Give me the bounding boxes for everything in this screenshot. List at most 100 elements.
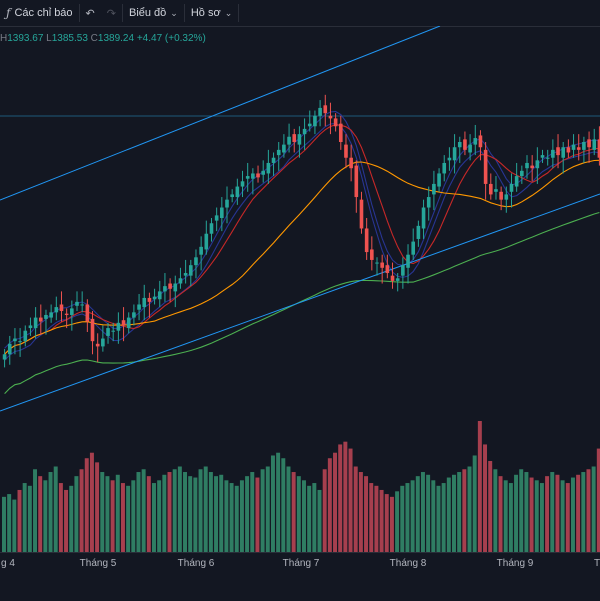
chart-menu-button[interactable]: Biểu đồ ⌄ xyxy=(123,0,184,26)
top-toolbar: ƒ Các chỉ báo ↶ ↷ Biểu đồ ⌄ Hồ sơ ⌄ xyxy=(0,0,600,27)
volume-bar xyxy=(405,483,410,552)
volume-bar xyxy=(131,480,136,552)
candle-body xyxy=(333,118,338,127)
volume-bar xyxy=(53,466,58,552)
candle-body xyxy=(416,225,421,239)
toolbar-divider xyxy=(121,4,123,22)
volume-bar xyxy=(514,474,519,552)
candle-body xyxy=(70,308,74,315)
volume-bar xyxy=(503,480,508,552)
profile-menu-button[interactable]: Hồ sơ ⌄ xyxy=(185,0,238,26)
candle-body xyxy=(297,134,302,145)
volume-bar xyxy=(477,421,482,552)
band-line xyxy=(4,122,600,361)
candle-body xyxy=(535,160,540,169)
volume-bar xyxy=(348,448,353,552)
candle-body xyxy=(23,330,28,342)
volume-bar xyxy=(255,477,260,552)
volume-bar xyxy=(69,485,74,552)
volume-bar xyxy=(33,469,38,552)
candle-body xyxy=(7,343,12,355)
volume-bar xyxy=(84,458,89,552)
candle-body xyxy=(561,147,566,158)
price-chart[interactable] xyxy=(0,26,600,552)
candle-body xyxy=(111,330,116,332)
volume-bar xyxy=(420,472,425,552)
volume-bar xyxy=(48,472,53,552)
candle-body xyxy=(478,135,483,148)
volume-bar xyxy=(581,472,586,552)
candle-body xyxy=(509,183,514,192)
candle-body xyxy=(370,249,374,260)
candle-body xyxy=(245,176,250,179)
candle-body xyxy=(220,207,224,218)
volume-bar xyxy=(322,469,327,552)
volume-bar xyxy=(12,499,17,552)
volume-bar xyxy=(2,496,6,552)
candle-body xyxy=(214,215,219,221)
x-tick-label: T xyxy=(593,558,600,569)
volume-bar xyxy=(146,476,151,552)
volume-bar xyxy=(105,476,110,552)
candle-body xyxy=(13,338,17,342)
volume-bar xyxy=(126,485,131,552)
volume-bar xyxy=(389,496,394,552)
candle-body xyxy=(132,312,136,318)
volume-bar xyxy=(22,483,27,552)
candle-body xyxy=(178,278,183,284)
candle-body xyxy=(121,320,126,326)
volume-bar xyxy=(224,480,229,552)
volume-bar xyxy=(400,485,405,552)
candle-body xyxy=(364,228,369,253)
candle-body xyxy=(106,328,110,336)
high-label: H xyxy=(0,33,8,44)
toolbar-divider xyxy=(238,4,240,22)
candle-body xyxy=(95,343,100,347)
candle-body xyxy=(126,317,131,329)
channel-upper-line xyxy=(0,26,441,201)
volume-bar xyxy=(524,472,529,552)
candle-body xyxy=(302,128,307,135)
volume-bar xyxy=(172,469,177,552)
volume-bar xyxy=(333,452,338,552)
candle-body xyxy=(313,115,317,127)
candle-body xyxy=(323,105,328,114)
candle-body xyxy=(235,186,240,198)
candle-body xyxy=(401,265,405,276)
candle-body xyxy=(85,304,90,322)
candle-body xyxy=(545,157,550,159)
volume-bar xyxy=(529,477,534,552)
candle-body xyxy=(287,136,291,145)
function-icon: ƒ xyxy=(6,6,11,20)
moving-average-mid xyxy=(4,159,600,355)
chevron-down-icon: ⌄ xyxy=(170,7,178,18)
candle-body xyxy=(328,115,333,119)
volume-bar xyxy=(265,466,270,552)
candle-body xyxy=(225,199,229,208)
volume-bar xyxy=(188,476,193,552)
indicators-button[interactable]: ƒ Các chỉ báo xyxy=(0,0,79,26)
candle-body xyxy=(261,170,266,175)
candle-body xyxy=(473,138,478,145)
candle-body xyxy=(44,314,48,319)
time-axis[interactable]: g 4 Tháng 5 Tháng 6 Tháng 7 Tháng 8 Thán… xyxy=(0,552,600,601)
profile-menu-label: Hồ sơ xyxy=(190,7,221,19)
redo-button[interactable]: ↷ xyxy=(101,0,122,26)
volume-bar xyxy=(374,485,379,552)
volume-bar xyxy=(177,466,182,552)
candle-body xyxy=(452,147,457,161)
candle-body xyxy=(33,317,38,329)
volume-bar xyxy=(79,469,84,552)
candle-body xyxy=(59,304,64,312)
change-value: +4.47 (+0.32%) xyxy=(136,33,206,44)
undo-button[interactable]: ↶ xyxy=(80,0,101,26)
candle-body xyxy=(514,176,519,187)
candle-body xyxy=(183,273,188,276)
volume-bar xyxy=(291,472,296,552)
close-value: 1389.24 xyxy=(97,33,135,44)
volume-bar xyxy=(296,476,301,552)
volume-bar xyxy=(307,485,312,552)
volume-bar xyxy=(508,483,513,552)
volume-bar xyxy=(560,480,565,552)
volume-bar xyxy=(208,472,213,552)
